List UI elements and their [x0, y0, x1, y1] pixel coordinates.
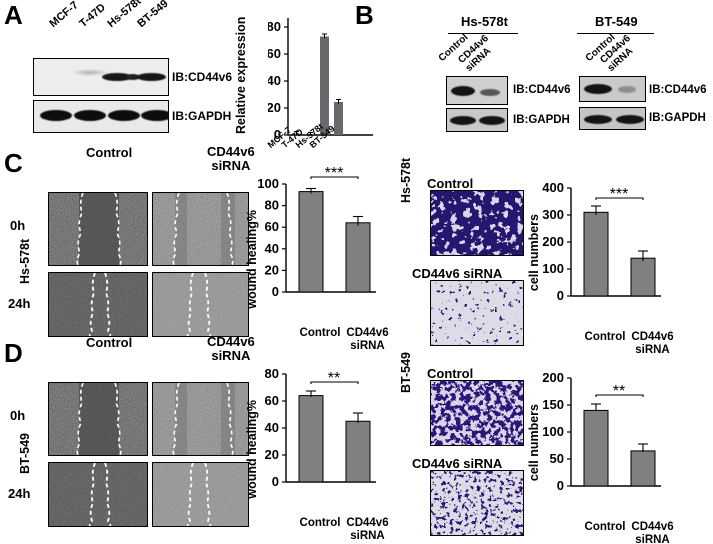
svg-text:***: *** [325, 165, 344, 182]
svg-text:***: *** [610, 186, 629, 203]
svg-text:100: 100 [257, 176, 279, 191]
svg-text:80: 80 [265, 366, 279, 381]
svg-text:60: 60 [265, 393, 279, 408]
svg-text:80: 80 [268, 19, 281, 34]
svg-text:40: 40 [268, 73, 281, 88]
svg-text:80: 80 [265, 198, 279, 213]
svg-text:400: 400 [542, 180, 564, 195]
svg-text:60: 60 [265, 219, 279, 234]
svg-text:**: ** [613, 383, 625, 400]
svg-text:0: 0 [557, 478, 564, 493]
svg-text:0: 0 [272, 474, 279, 489]
svg-text:200: 200 [542, 370, 564, 385]
svg-text:**: ** [328, 370, 340, 387]
svg-text:0: 0 [557, 288, 564, 303]
svg-text:20: 20 [268, 100, 281, 115]
svg-text:300: 300 [542, 207, 564, 222]
svg-text:40: 40 [265, 241, 279, 256]
svg-text:20: 20 [265, 447, 279, 462]
svg-text:20: 20 [265, 262, 279, 277]
svg-text:200: 200 [542, 234, 564, 249]
svg-text:100: 100 [542, 424, 564, 439]
svg-text:0: 0 [272, 284, 279, 299]
svg-text:60: 60 [268, 46, 281, 61]
svg-text:40: 40 [265, 420, 279, 435]
svg-text:50: 50 [550, 451, 564, 466]
svg-text:150: 150 [542, 397, 564, 412]
svg-text:100: 100 [542, 261, 564, 276]
